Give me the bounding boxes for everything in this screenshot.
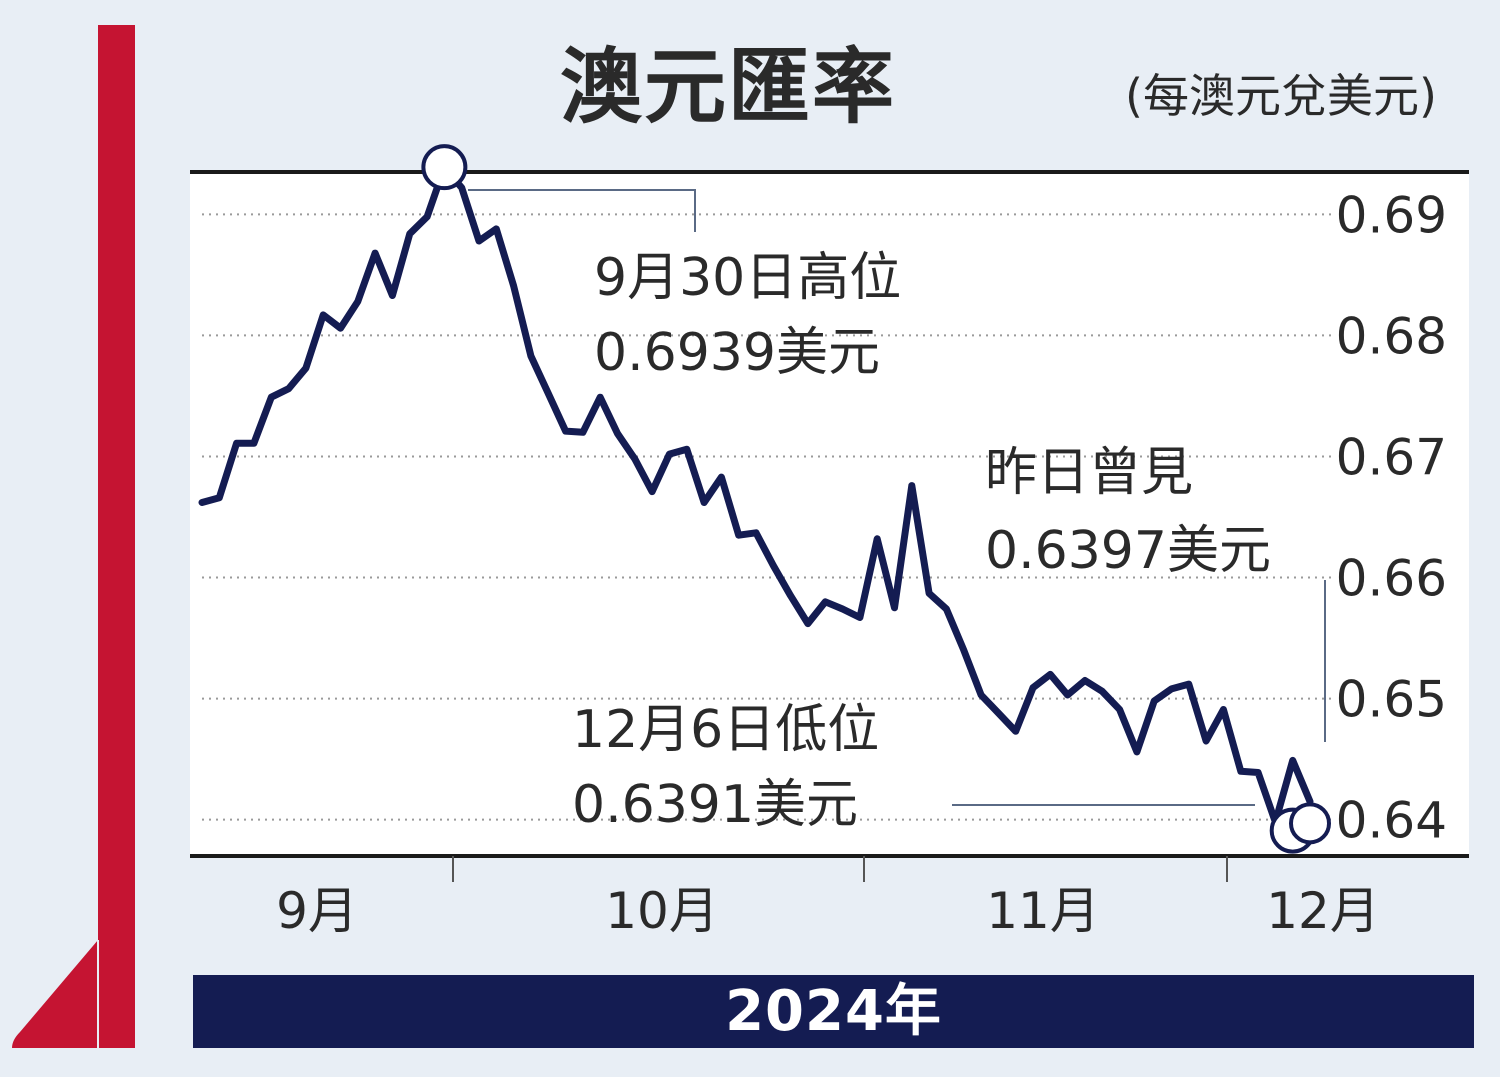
y-tick-label: 0.68 bbox=[1336, 307, 1447, 365]
series-line-audusd bbox=[198, 163, 1314, 826]
y-tick-label: 0.69 bbox=[1336, 186, 1447, 244]
plot-area bbox=[190, 172, 1469, 856]
chart-title: 澳元匯率 bbox=[560, 40, 897, 135]
x-month-label: 12月 bbox=[1266, 882, 1380, 940]
yesterday-point-marker bbox=[1289, 802, 1331, 845]
x-month-label: 9月 bbox=[276, 882, 358, 940]
y-tick-label: 0.67 bbox=[1336, 428, 1447, 486]
yesterday-label-annotation: 昨日曾見 bbox=[985, 443, 1193, 503]
y-tick-label: 0.65 bbox=[1336, 671, 1447, 729]
low-date-annotation: 12月6日低位 bbox=[572, 700, 879, 760]
x-month-label: 10月 bbox=[605, 882, 719, 940]
chart-unit-label: (每澳元兌美元) bbox=[1125, 69, 1437, 123]
high-date-annotation: 9月30日高位 bbox=[594, 248, 901, 308]
high-leader-line bbox=[468, 189, 696, 232]
low-value-annotation: 0.6391美元 bbox=[572, 775, 858, 835]
high-value-annotation: 0.6939美元 bbox=[594, 323, 880, 383]
year-banner: 2024年 bbox=[193, 975, 1474, 1048]
high-point-marker bbox=[421, 144, 468, 191]
y-tick-label: 0.64 bbox=[1336, 792, 1447, 850]
decorative-red-bar bbox=[98, 25, 135, 1048]
y-tick-label: 0.66 bbox=[1336, 550, 1447, 608]
yesterday-value-annotation: 0.6397美元 bbox=[985, 521, 1271, 581]
x-month-label: 11月 bbox=[986, 882, 1100, 940]
axes bbox=[190, 170, 1469, 882]
decorative-red-triangle bbox=[12, 940, 98, 1048]
x-month-labels: 9月 10月 11月 12月 bbox=[276, 882, 1380, 940]
y-tick-labels: 0.64 0.65 0.66 0.67 0.68 0.69 bbox=[1336, 186, 1447, 849]
